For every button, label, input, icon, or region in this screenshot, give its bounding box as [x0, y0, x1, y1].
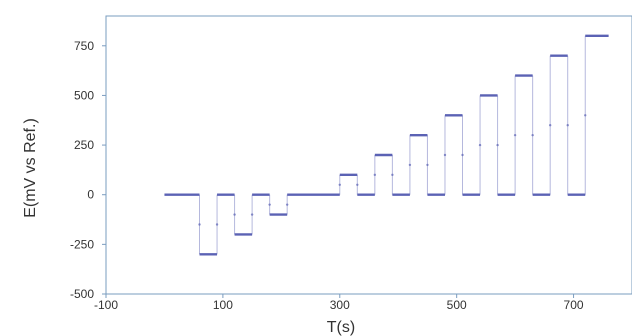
transition-point — [233, 213, 236, 216]
x-tick-label: 300 — [330, 298, 350, 312]
x-axis-ticks: -100 100 300 500 700 — [94, 294, 584, 312]
y-tick-label: -500 — [70, 287, 94, 301]
transition-point — [566, 124, 569, 127]
y-tick-label: 0 — [87, 188, 94, 202]
transition-point — [548, 124, 552, 127]
transition-point — [268, 203, 271, 206]
transition-point — [338, 183, 341, 186]
transition-point — [496, 143, 499, 147]
y-tick-label: 500 — [74, 88, 94, 102]
transition-point — [513, 133, 517, 137]
transition-point — [198, 223, 201, 226]
transition-point — [531, 133, 534, 137]
x-tick-label: -100 — [94, 298, 118, 312]
x-tick-label: 700 — [564, 298, 584, 312]
transition-point — [461, 153, 464, 157]
y-tick-label: 250 — [74, 138, 94, 152]
y-axis-ticks: -500 -250 0 250 500 750 — [70, 39, 106, 301]
transition-point — [443, 153, 447, 157]
x-tick-label: 500 — [447, 298, 467, 312]
transition-point — [356, 183, 359, 186]
transition-point — [285, 203, 289, 206]
transition-point — [408, 163, 412, 167]
y-axis-title: E(mV vs Ref.) — [22, 118, 39, 218]
transition-point — [250, 213, 254, 216]
x-tick-label: 100 — [213, 298, 233, 312]
transition-point — [391, 173, 394, 177]
plot-area — [105, 15, 632, 295]
y-tick-label: 750 — [74, 39, 94, 53]
transition-point — [215, 223, 219, 226]
transition-point — [373, 173, 377, 177]
series-layer — [164, 34, 609, 256]
y-tick-label: -250 — [70, 237, 94, 251]
transition-point — [426, 163, 429, 167]
transition-point — [584, 114, 587, 117]
transition-point — [478, 143, 482, 147]
x-axis-title: T(s) — [327, 319, 355, 336]
